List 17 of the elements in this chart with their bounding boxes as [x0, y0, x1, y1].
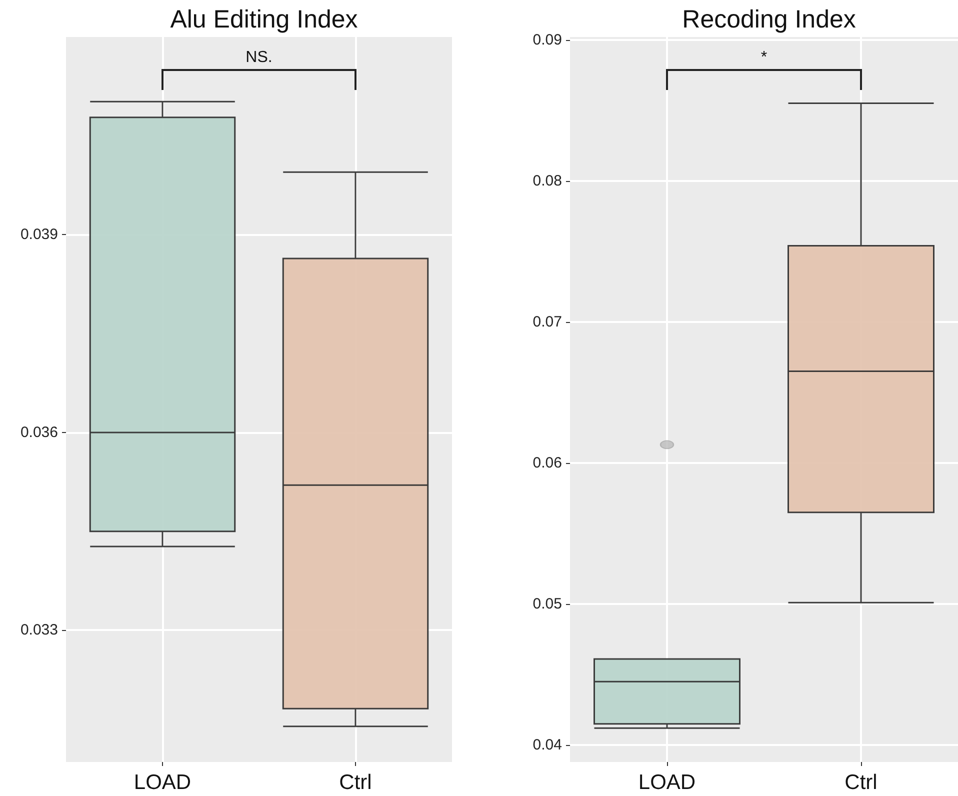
x-tick-label: Ctrl: [339, 771, 372, 794]
chart-title: Recoding Index: [682, 6, 856, 34]
y-tick-label: 0.08: [532, 172, 562, 190]
y-tick-label: 0.06: [532, 454, 562, 472]
chart-title: Alu Editing Index: [170, 6, 358, 34]
x-tick-label: Ctrl: [844, 771, 878, 794]
y-tick-label: 0.039: [20, 226, 58, 244]
y-tick-label: 0.07: [532, 313, 562, 330]
annotation: *: [760, 49, 768, 66]
x-tick-label: LOAD: [638, 771, 696, 794]
y-tick-label: 0.04: [532, 736, 562, 754]
x-tick-label: LOAD: [134, 771, 192, 794]
y-tick-label: 0.05: [532, 596, 562, 613]
y-tick-label: 0.09: [532, 31, 562, 48]
y-tick-label: 0.036: [20, 424, 58, 441]
annotation: NS.: [246, 49, 272, 66]
y-tick-label: 0.033: [20, 622, 58, 639]
